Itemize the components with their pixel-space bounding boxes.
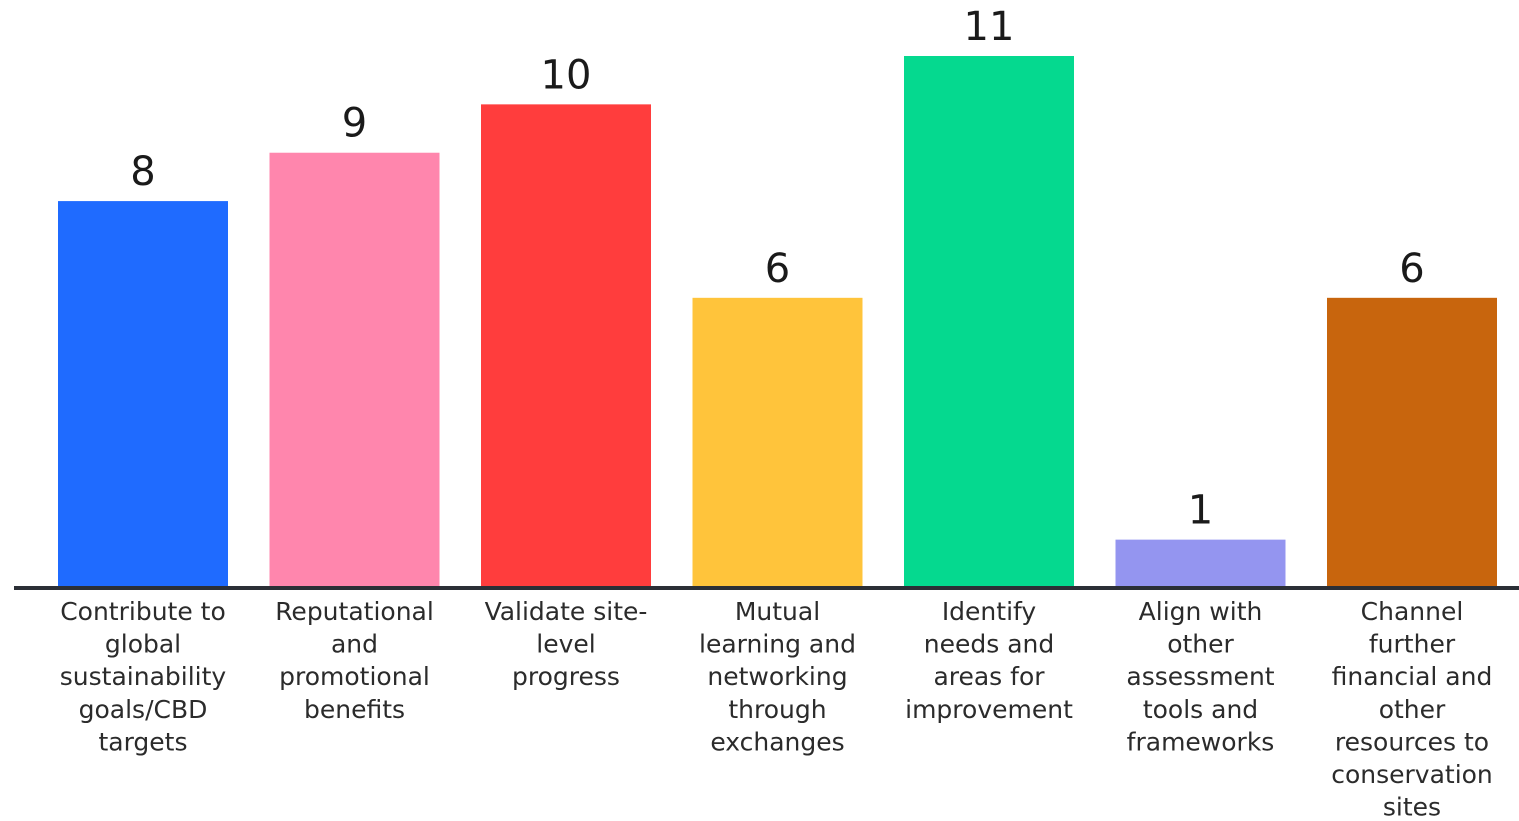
category-label-line: learning and [699, 630, 856, 659]
category-label-line: Validate site- [485, 597, 648, 626]
category-label-line: and [331, 630, 378, 659]
category-label-line: Channel [1361, 597, 1464, 626]
bar-2 [269, 152, 440, 588]
category-label-7: Channel further financial and other resource… [1331, 597, 1493, 821]
category-label-line: Mutual [735, 597, 820, 626]
category-label-line: sites [1383, 793, 1441, 821]
category-label-line: sustainability [60, 662, 227, 691]
category-label-line: progress [512, 662, 620, 691]
value-label-6: 1 [1188, 488, 1213, 534]
category-label-line: improvement [905, 695, 1073, 724]
category-label-line: targets [98, 727, 187, 756]
category-label-4: Mutual learning and networking through excha… [699, 597, 856, 756]
bar-4 [692, 297, 863, 588]
category-label-line: further [1369, 630, 1456, 659]
value-label-3: 10 [541, 52, 592, 98]
category-label-1: Contribute to global sustainability goals/C… [60, 597, 227, 756]
category-label-line: promotional [279, 662, 430, 691]
category-label-line: Reputational [275, 597, 434, 626]
category-label-line: areas for [933, 662, 1045, 691]
category-label-line: needs and [924, 630, 1054, 659]
category-label-line: benefits [304, 695, 405, 724]
category-label-6: Align with other assessment tools and framew… [1126, 597, 1274, 756]
category-label-3: Validate site-level progress [485, 597, 648, 691]
category-label-2: Reputational and promotional benefits [275, 597, 434, 724]
category-label-line: goals/CBD [79, 695, 208, 724]
category-label-line: tools and [1143, 695, 1258, 724]
category-label-line: assessment [1126, 662, 1274, 691]
category-label-line: Align with [1139, 597, 1263, 626]
category-labels-group: Contribute to global sustainability goals/C… [60, 597, 1493, 821]
category-label-5: Identify needs and areas for improvement [905, 597, 1073, 724]
bar-3 [481, 104, 651, 588]
bar-6 [1115, 539, 1286, 588]
bar-5 [904, 56, 1074, 588]
category-label-line: exchanges [710, 727, 844, 756]
bar-1 [58, 201, 228, 588]
value-label-1: 8 [130, 149, 155, 195]
category-label-line: financial and [1332, 662, 1493, 691]
value-label-7: 6 [1399, 246, 1424, 292]
bars-group [58, 56, 1497, 588]
value-label-5: 11 [964, 4, 1015, 50]
bar-7 [1327, 297, 1497, 588]
category-label-line: Identify [942, 597, 1037, 626]
category-label-line: resources to [1335, 727, 1489, 756]
category-label-line: frameworks [1127, 727, 1275, 756]
category-label-line: level [536, 630, 595, 659]
category-label-line: other [1379, 695, 1446, 724]
value-label-2: 9 [342, 101, 367, 147]
category-label-line: networking [707, 662, 847, 691]
category-label-line: other [1167, 630, 1234, 659]
value-label-4: 6 [765, 246, 790, 292]
category-label-line: Contribute to [60, 597, 226, 626]
category-label-line: conservation [1331, 760, 1493, 789]
category-label-line: global [105, 630, 181, 659]
category-label-line: through [728, 695, 826, 724]
